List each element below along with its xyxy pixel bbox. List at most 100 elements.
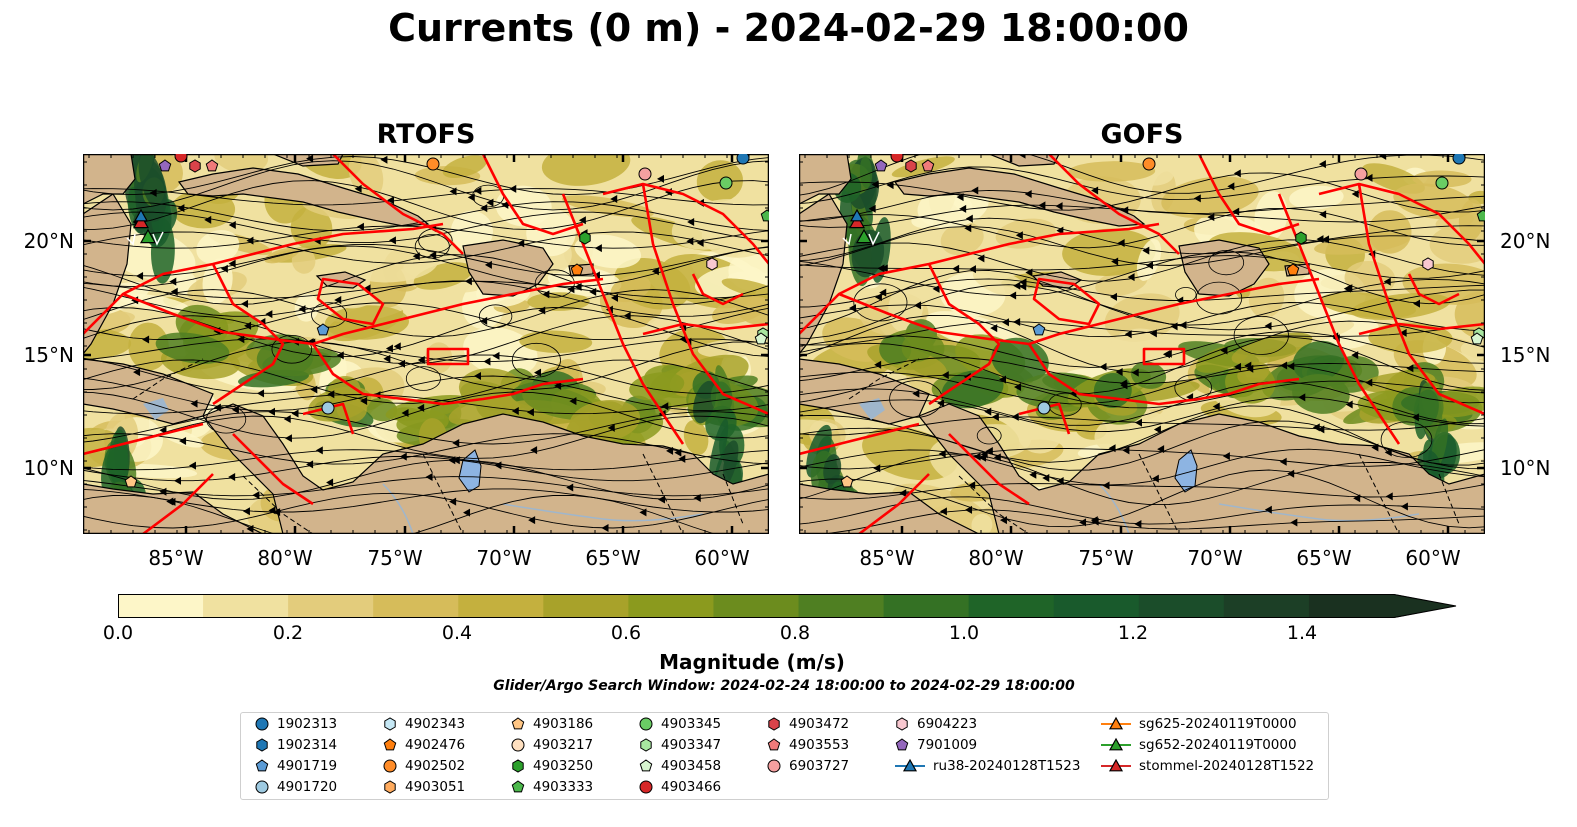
- streamline-arrow: [1400, 502, 1408, 511]
- argo-float-4903250: [579, 231, 591, 245]
- streamline: [83, 492, 769, 529]
- eez-boundary: [232, 433, 314, 506]
- colorbar-bin: [288, 594, 374, 618]
- speed-contour-patch: [1068, 161, 1156, 182]
- streamline-arrow: [190, 399, 198, 408]
- streamline-arrow: [188, 461, 196, 470]
- streamline-arrow: [228, 473, 236, 482]
- streamline-arrow: [886, 181, 894, 190]
- speed-contour-patch: [519, 330, 593, 354]
- streamline-arrow: [268, 506, 276, 515]
- legend-label: sg652-20240119T0000: [1139, 737, 1297, 753]
- streamline-arrow: [417, 355, 425, 364]
- argo-float-4902476: [1286, 263, 1300, 276]
- hexagon-marker-icon: [896, 717, 908, 731]
- legend-label: 4902343: [405, 716, 466, 732]
- land-bahamas: [988, 154, 1060, 167]
- hexagon-marker-icon: [512, 759, 524, 773]
- legend-label: 4903472: [789, 716, 850, 732]
- streamline-arrow: [483, 357, 491, 366]
- legend-marker: [255, 717, 269, 731]
- legend-item: 4902476: [383, 735, 465, 755]
- streamline: [83, 449, 769, 471]
- argo-float-4903472: [189, 159, 201, 173]
- streamline-arrow: [177, 204, 185, 213]
- circle-marker-icon: [639, 717, 653, 731]
- country-border: [242, 475, 314, 534]
- argo-float-4903186: [124, 475, 138, 488]
- streamline-arrow: [661, 402, 669, 411]
- lat-label-left-15n: 15°N: [23, 343, 74, 367]
- speed-contour-patch: [1393, 183, 1474, 220]
- streamline-arrow: [327, 390, 335, 399]
- legend-item: stommel-20240128T1522: [1101, 756, 1314, 776]
- legend-item: 4903186: [511, 714, 593, 734]
- streamline-arrow: [1102, 481, 1110, 490]
- streamline: [814, 509, 1485, 534]
- colorbar-tick-7: 1.4: [1286, 622, 1318, 644]
- speed-contour-patch: [1292, 340, 1345, 382]
- streamline: [799, 278, 1485, 308]
- streamline-arrow: [179, 437, 187, 446]
- streamline-arrow: [526, 408, 534, 417]
- legend-marker: [895, 738, 909, 751]
- streamline: [799, 207, 1485, 249]
- legend-label: 4902502: [405, 758, 466, 774]
- lat-label-left-20n: 20°N: [23, 229, 74, 253]
- country-border: [1358, 453, 1400, 534]
- glider-sg652-20240119T0000: [855, 228, 873, 244]
- eddy-streamline: [511, 342, 561, 378]
- legend-marker: [512, 759, 524, 773]
- streamline-arrow: [334, 295, 342, 304]
- streamline: [83, 394, 769, 415]
- streamline: [83, 415, 769, 459]
- streamline: [83, 156, 769, 196]
- streamline-arrow: [463, 508, 471, 517]
- legend-marker: [639, 780, 653, 794]
- colorbar-label: Magnitude (m/s): [659, 650, 845, 674]
- streamline-arrow: [932, 284, 940, 293]
- streamline-arrow: [136, 271, 144, 280]
- streamline: [799, 469, 1485, 529]
- legend-marker: [383, 759, 397, 773]
- streamline-arrow: [228, 259, 236, 268]
- speed-contour-patch: [1136, 238, 1162, 281]
- streamline-arrow: [1351, 190, 1359, 199]
- eddy-streamline: [405, 366, 441, 391]
- streamline-arrow: [449, 497, 457, 506]
- legend-item: 1902313: [255, 714, 337, 734]
- land-cuba: [893, 167, 1146, 227]
- streamline-arrow: [1290, 518, 1298, 527]
- map-panel-gofs: [799, 154, 1485, 534]
- streamline-arrow: [246, 524, 254, 533]
- streamline-arrow: [1029, 470, 1037, 479]
- streamline-arrow: [1322, 235, 1330, 244]
- speed-contour-patch: [1254, 191, 1288, 241]
- circle-marker-icon: [511, 738, 525, 752]
- panel-title-gofs: GOFS: [1100, 119, 1184, 150]
- streamline: [799, 357, 1485, 384]
- legend-marker: [639, 759, 653, 772]
- colorbar-bin: [883, 594, 970, 618]
- eez-boundary: [1027, 343, 1300, 406]
- speed-contour-patch: [859, 156, 873, 189]
- streamline-arrow: [1385, 492, 1393, 501]
- streamline-arrow: [291, 409, 299, 418]
- legend-item: 4901720: [255, 777, 337, 797]
- streamline: [83, 243, 769, 277]
- speed-contour-patch: [202, 463, 250, 509]
- eez-boundary: [142, 473, 214, 534]
- eez-boundary: [1358, 322, 1485, 336]
- streamline-arrow: [244, 321, 252, 330]
- colorbar-bin: [713, 594, 800, 618]
- eddy-streamline: [1208, 250, 1245, 276]
- argo-float-4901719: [316, 323, 330, 336]
- argo-float-4903466: [174, 154, 188, 163]
- pentagon-marker-icon: [895, 738, 909, 751]
- speed-contour-patch: [569, 399, 641, 443]
- streamline-arrow: [257, 389, 265, 398]
- streamline-arrow: [1013, 317, 1021, 326]
- pentagon-marker-icon: [511, 717, 525, 730]
- speed-contour-patch: [901, 333, 934, 362]
- legend-item: 4902343: [383, 714, 465, 734]
